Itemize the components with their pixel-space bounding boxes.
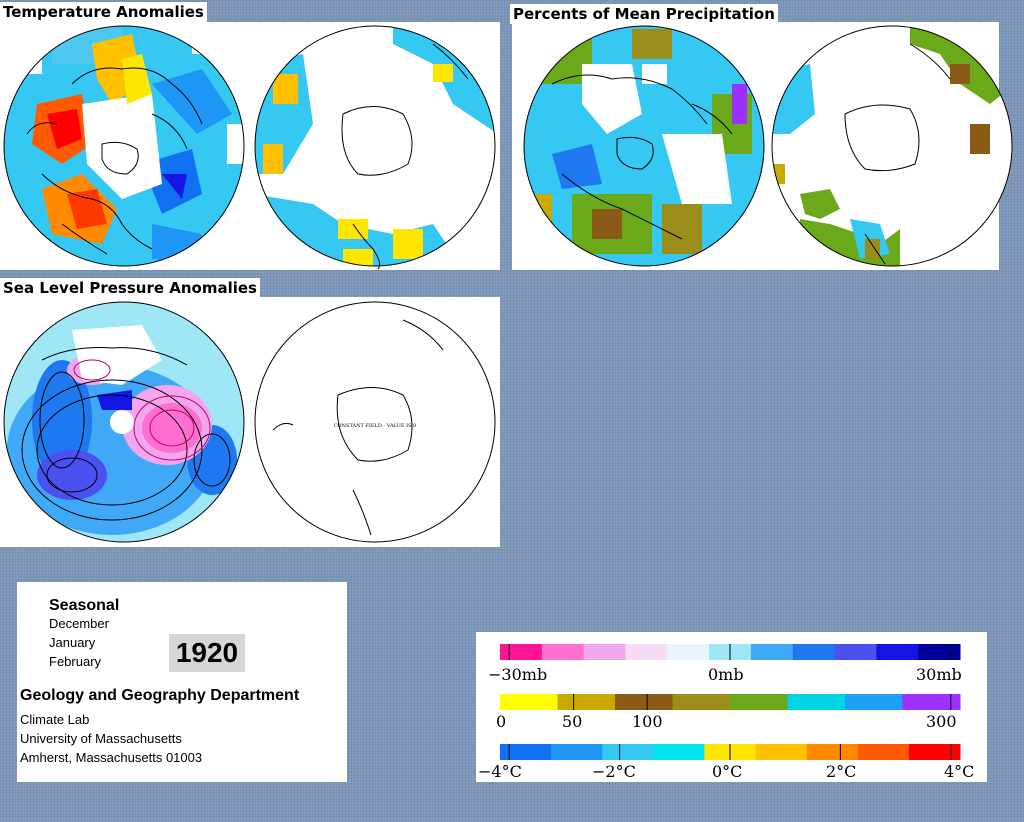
month-3: February (49, 654, 102, 669)
temperature-legend-segment (908, 744, 961, 760)
pressure-legend-segment (876, 644, 919, 660)
precip-legend-label-300: 300 (926, 712, 957, 731)
university-label: University of Massachusetts (20, 731, 182, 746)
temperature-legend-segment (653, 744, 705, 760)
info-box: Seasonal December January February 1920 … (17, 582, 347, 782)
precipitation-legend-segment (730, 694, 788, 710)
temperature-legend-segment (551, 744, 603, 760)
temp-legend-label-minus4: −4°C (478, 762, 522, 781)
pressure-legend-segment (834, 644, 877, 660)
temp-legend-label-plus4: 4°C (944, 762, 975, 781)
temperature-legend-segment (806, 744, 859, 760)
pressure-legend-segment (667, 644, 710, 660)
color-legend: −30mb 0mb 30mb 0 50 100 300 −4°C −2°C 0°… (476, 632, 987, 782)
legend-bars (500, 644, 961, 760)
department-label: Geology and Geography Department (20, 687, 300, 704)
precipitation-legend-segment (500, 694, 558, 710)
temperature-north-globe (3, 25, 245, 267)
precipitation-legend-segment (672, 694, 731, 710)
precipitation-legend-segment (902, 694, 961, 710)
pressure-north-globe (3, 301, 245, 543)
temperature-south-globe (254, 25, 496, 269)
temperature-panel-title: Temperature Anomalies (0, 2, 207, 22)
precipitation-north-globe (523, 25, 765, 267)
precipitation-panel (512, 22, 1013, 270)
temp-legend-label-minus2: −2°C (592, 762, 636, 781)
lab-label: Climate Lab (20, 712, 90, 727)
season-label: Seasonal (49, 597, 120, 614)
pressure-legend-segment (918, 644, 961, 660)
temperature-legend-segment (857, 744, 910, 760)
pressure-legend-segment (541, 644, 585, 660)
precipitation-legend-segment (615, 694, 673, 710)
pressure-legend-segment (625, 644, 668, 660)
precipitation-legend-segment (557, 694, 616, 710)
month-2: January (49, 635, 96, 650)
precipitation-panel-title: Percents of Mean Precipitation (510, 4, 778, 24)
pressure-legend-label-mid: 0mb (708, 665, 744, 684)
temperature-legend-segment (602, 744, 654, 760)
temperature-legend-segment (500, 744, 552, 760)
pressure-legend-segment (792, 644, 836, 660)
precipitation-south-globe (771, 25, 1013, 267)
pressure-panel-title: Sea Level Pressure Anomalies (0, 278, 260, 298)
precipitation-legend-segment (787, 694, 846, 710)
pressure-panel: CONSTANT FIELD - VALUE IS 0 (0, 297, 500, 547)
pressure-legend-label-min: −30mb (488, 665, 548, 684)
temp-legend-label-plus2: 2°C (826, 762, 857, 781)
precipitation-legend-segment (845, 694, 903, 710)
temperature-panel (0, 22, 500, 270)
pressure-legend-segment (500, 644, 543, 660)
address-label: Amherst, Massachusetts 01003 (20, 750, 203, 765)
pressure-south-note: CONSTANT FIELD - VALUE IS 0 (334, 423, 417, 429)
pressure-legend-segment (750, 644, 794, 660)
precip-legend-label-50: 50 (562, 712, 583, 731)
year-label: 1920 (169, 634, 245, 672)
pressure-legend-segment (583, 644, 626, 660)
month-1: December (49, 616, 109, 631)
pressure-south-globe: CONSTANT FIELD - VALUE IS 0 (254, 301, 496, 543)
temperature-legend-segment (755, 744, 808, 760)
precip-legend-label-0: 0 (496, 712, 507, 731)
temp-legend-label-zero: 0°C (712, 762, 743, 781)
precip-legend-label-100: 100 (632, 712, 663, 731)
pressure-legend-label-max: 30mb (916, 665, 962, 684)
